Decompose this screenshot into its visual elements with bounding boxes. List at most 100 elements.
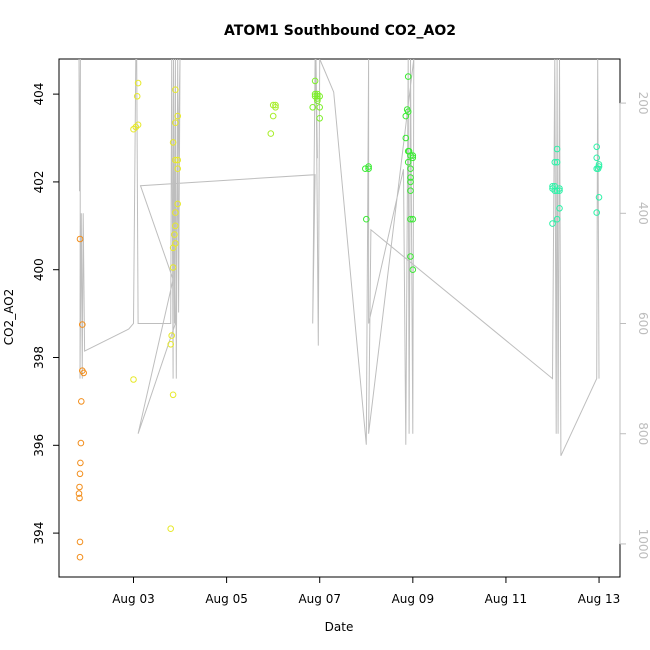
data-point [403, 106, 411, 113]
data-point [409, 152, 417, 159]
data-point [77, 439, 85, 447]
data-point [316, 104, 324, 111]
data-point [593, 154, 601, 162]
plot-border [58, 58, 621, 578]
data-point [407, 253, 414, 260]
y-tick-label: 396 [32, 434, 46, 457]
data-point [407, 174, 414, 181]
data-point [169, 244, 177, 252]
data-point [593, 209, 601, 216]
x-tick-label: Aug 13 [578, 592, 621, 606]
data-point [174, 165, 181, 172]
data-point [405, 147, 413, 155]
data-point [407, 165, 414, 172]
data-point [551, 158, 559, 166]
data-point [402, 112, 410, 120]
y-axis-label: CO2_AO2 [2, 289, 16, 346]
data-point [169, 391, 177, 399]
data-point [174, 156, 181, 164]
data-point [267, 130, 275, 137]
data-point [172, 156, 179, 164]
data-point [269, 112, 277, 120]
y-axis: 394 396 398 400 402 404 [32, 83, 60, 545]
data-point [553, 145, 561, 153]
data-point [269, 101, 277, 109]
data-point [594, 165, 602, 172]
data-point [595, 194, 603, 201]
y-tick-label: 402 [32, 170, 46, 193]
data-point [168, 332, 175, 339]
data-point [172, 86, 179, 93]
data-point [172, 209, 179, 216]
data-point [75, 490, 83, 497]
data-point [167, 525, 174, 533]
y-tick-label: 394 [32, 522, 46, 545]
x-tick-label: Aug 07 [298, 592, 341, 606]
data-point [80, 369, 87, 377]
data-point [363, 215, 370, 223]
x-tick-label: Aug 05 [205, 592, 248, 606]
data-point [362, 165, 369, 172]
profile-line [78, 59, 600, 457]
y-tick-label: 398 [32, 346, 46, 369]
y2-tick-label: 600 [636, 312, 650, 335]
data-point [593, 143, 601, 151]
data-point [551, 187, 559, 194]
data-point [79, 321, 86, 328]
data-point [311, 77, 319, 85]
x-tick-label: Aug 11 [485, 592, 528, 606]
data-point [76, 483, 83, 491]
data-points-layer [75, 73, 603, 561]
y-tick-label: 400 [32, 258, 46, 281]
data-point [172, 222, 179, 230]
data-point [76, 538, 84, 546]
data-point [167, 341, 174, 348]
data-point [407, 187, 414, 194]
data-point [404, 158, 412, 166]
x-axis-label: Date [325, 620, 354, 634]
y2-tick-label: 200 [636, 92, 650, 115]
data-point [134, 79, 142, 87]
data-point [174, 112, 181, 120]
data-point [365, 163, 372, 170]
data-point [316, 115, 324, 122]
data-point [76, 235, 84, 243]
data-point [133, 93, 141, 100]
data-point [174, 200, 181, 208]
data-point [76, 494, 83, 502]
data-point [311, 90, 319, 98]
data-point [169, 264, 177, 271]
y-tick-label: 404 [32, 83, 46, 106]
data-point [172, 119, 179, 126]
y2-tick-label: 400 [636, 202, 650, 225]
data-point [407, 178, 414, 186]
data-point [171, 231, 178, 238]
y2-tick-label: 1000 [636, 529, 650, 560]
data-point [365, 165, 372, 172]
data-point [409, 154, 417, 162]
data-point [130, 376, 137, 383]
y2-tick-label: 800 [636, 422, 650, 445]
data-point [402, 134, 410, 142]
data-point [77, 459, 84, 467]
data-point [549, 220, 556, 227]
data-point [130, 125, 137, 133]
data-point [553, 215, 561, 223]
data-point [556, 187, 563, 194]
data-point [409, 215, 417, 223]
x-tick-label: Aug 09 [392, 592, 435, 606]
data-point [134, 121, 142, 129]
data-point [76, 470, 84, 478]
data-point [78, 398, 85, 405]
data-point [556, 205, 563, 212]
data-point [169, 139, 177, 146]
data-point [553, 158, 561, 166]
x-tick-label: Aug 03 [112, 592, 155, 606]
data-point [272, 101, 279, 109]
x-axis: Aug 03 Aug 05 Aug 07 Aug 09 Aug 11 Aug 13 [112, 576, 621, 606]
chart-title: ATOM1 Southbound CO2_AO2 [224, 23, 456, 39]
y2-axis: 200 400 600 800 1000 [619, 92, 650, 560]
data-point [76, 553, 84, 561]
data-point [404, 73, 412, 80]
